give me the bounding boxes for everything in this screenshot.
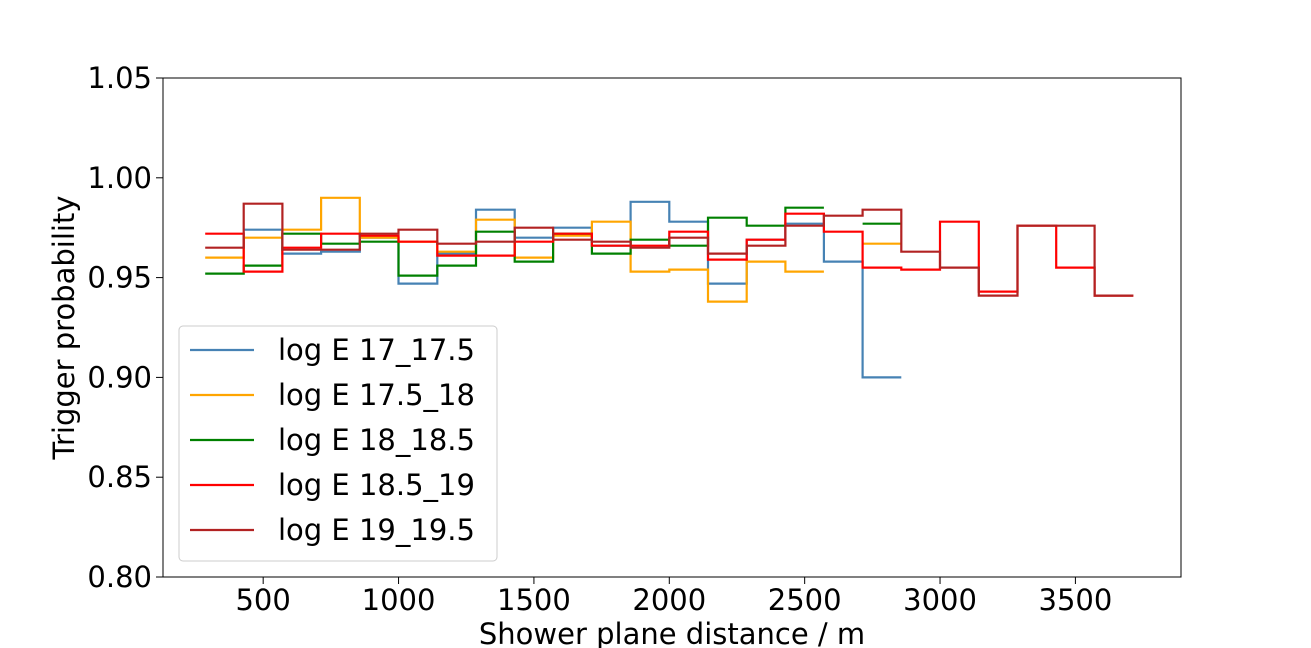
- y-tick-label: 0.80: [87, 560, 152, 594]
- x-tick-label: 2500: [768, 583, 842, 617]
- x-tick-label: 2000: [632, 583, 706, 617]
- legend-box: [178, 325, 498, 562]
- y-tick-label: 0.85: [87, 460, 152, 494]
- y-axis: 0.80 0.85 0.90 0.95 1.00 1.05: [87, 61, 163, 594]
- y-tick-label: 1.05: [87, 61, 152, 95]
- legend-label: log E 18_18.5: [278, 423, 475, 457]
- x-axis: 500 1000 1500 2000 2500 3000 3500: [235, 577, 1112, 617]
- legend-label: log E 18.5_19: [278, 468, 475, 502]
- plot-area-frame: [162, 77, 1182, 578]
- x-axis-label: Shower plane distance / m: [479, 617, 865, 648]
- y-tick-label: 1.00: [87, 161, 152, 195]
- series-layer: [205, 196, 1134, 379]
- series-line-5: [205, 202, 1134, 297]
- y-tick-label: 0.95: [87, 261, 152, 295]
- x-tick-label: 3000: [903, 583, 977, 617]
- x-tick-label: 500: [235, 583, 290, 617]
- x-tick-label: 1500: [497, 583, 571, 617]
- legend-label: log E 17_17.5: [278, 333, 475, 367]
- x-tick-label: 3500: [1039, 583, 1113, 617]
- series-line-4: [205, 212, 1134, 297]
- legend-label: log E 19_19.5: [278, 513, 475, 547]
- y-axis-label: Trigger probability: [47, 196, 81, 461]
- legend-label: log E 17.5_18: [278, 378, 475, 412]
- x-tick-label: 1000: [362, 583, 436, 617]
- y-tick-label: 0.90: [87, 360, 152, 394]
